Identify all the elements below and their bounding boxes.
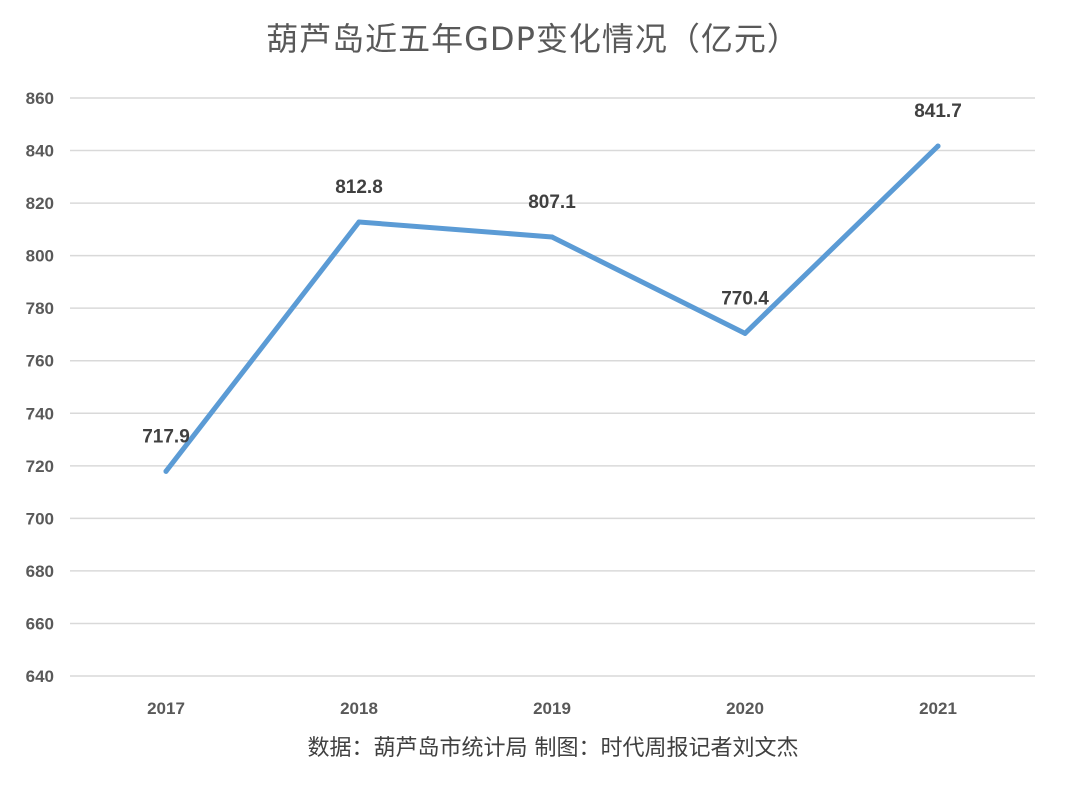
y-tick-label: 660 [26,614,54,633]
gridlines [70,97,1035,677]
y-tick-label: 780 [26,299,54,318]
y-axis-ticks: 640 660 680 700 720 740 760 780 800 820 840 860 [26,89,54,686]
x-tick-label: 2017 [147,699,185,718]
data-point [935,143,941,149]
x-tick-label: 2019 [533,699,571,718]
data-point [163,468,169,474]
x-tick-label: 2020 [726,699,764,718]
y-tick-label: 640 [26,667,54,686]
y-tick-label: 800 [26,247,54,266]
y-tick-label: 840 [26,142,54,161]
data-label: 841.7 [914,101,962,122]
data-label: 770.4 [721,288,769,309]
series-lines [163,143,941,474]
data-point [549,234,555,240]
data-label: 717.9 [142,426,190,447]
data-point [356,219,362,225]
y-tick-label: 740 [26,404,54,423]
x-tick-label: 2021 [919,699,957,718]
data-label: 812.8 [335,177,383,198]
y-tick-label: 680 [26,562,54,581]
chart-title: 葫芦岛近五年GDP变化情况（亿元） [266,20,800,58]
x-tick-label: 2018 [340,699,378,718]
data-labels: 717.9 812.8 807.1 770.4 841.7 [142,101,962,447]
y-tick-label: 820 [26,194,54,213]
source-note: 数据：葫芦岛市统计局 制图：时代周报记者刘文杰 [307,736,799,761]
y-tick-label: 700 [26,509,54,528]
y-tick-label: 760 [26,352,54,371]
x-axis-ticks: 2017 2018 2019 2020 2021 [147,699,957,718]
y-tick-label: 860 [26,89,54,108]
data-label: 807.1 [528,192,576,213]
y-tick-label: 720 [26,457,54,476]
data-point [742,330,748,336]
